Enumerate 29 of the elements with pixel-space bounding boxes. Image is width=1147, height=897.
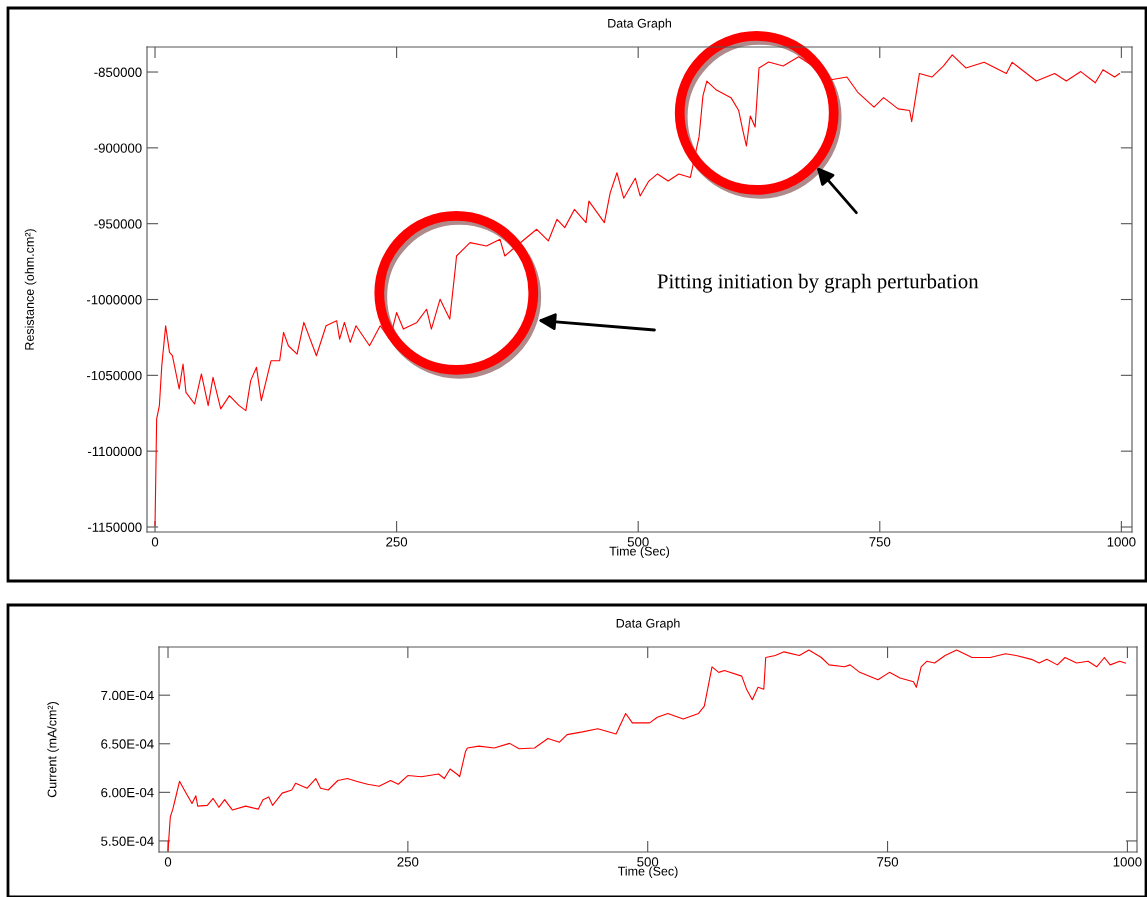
annotation: Pitting initiation by graph perturbation (657, 273, 979, 293)
y-tick-label: -850000 (94, 67, 142, 77)
x-tick-label: 500 (627, 537, 649, 547)
y-tick-label: 6.50E-04 (101, 739, 154, 749)
y-tick-label: -1100000 (87, 446, 142, 457)
x-tick-label: 1000 (1107, 537, 1136, 547)
y-tick-label: -1000000 (86, 295, 142, 305)
y-axis-title: Current (mA/cm²) (47, 702, 59, 798)
x-tick-label: 0 (151, 537, 159, 547)
chart-title: Data Graph (608, 18, 671, 31)
y-tick-label: -900000 (94, 143, 142, 153)
y-tick-label: 7.00E-04 (101, 690, 154, 701)
y-tick-label: -1050000 (86, 370, 142, 381)
x-tick-label: 0 (164, 857, 172, 867)
x-axis-title: Time (Sec) (617, 866, 678, 879)
x-axis-title: Time (Sec) (609, 546, 670, 559)
y-tick-label: 6.00E-04 (101, 787, 154, 798)
y-tick-label: 5.50E-04 (101, 836, 154, 846)
x-tick-label: 750 (869, 537, 891, 547)
x-tick-label: 250 (397, 857, 419, 867)
y-axis-title: Resistance (ohm.cm²) (24, 229, 37, 350)
y-tick-label: -950000 (94, 219, 142, 229)
x-tick-label: 1000 (1113, 857, 1142, 867)
x-tick-label: 750 (877, 857, 899, 867)
x-tick-label: 500 (637, 857, 659, 867)
line-series (167, 649, 1127, 852)
chart-title: Data Graph (616, 618, 680, 631)
x-tick-label: 250 (386, 537, 408, 547)
y-tick-label: -1150000 (87, 522, 142, 532)
